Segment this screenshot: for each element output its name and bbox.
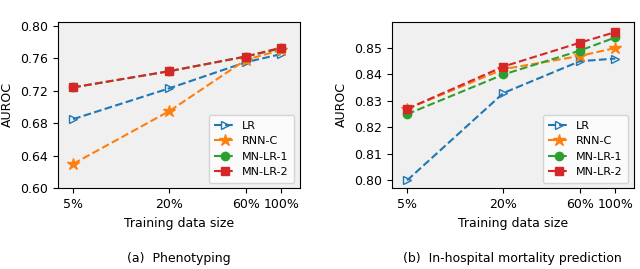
LR xyxy=(242,61,250,64)
LR xyxy=(166,87,173,90)
Y-axis label: AUROC: AUROC xyxy=(335,82,348,128)
RNN-C xyxy=(69,162,77,165)
MN-LR-2 xyxy=(166,69,173,73)
Legend: LR, RNN-C, MN-LR-1, MN-LR-2: LR, RNN-C, MN-LR-1, MN-LR-2 xyxy=(209,115,294,183)
LR xyxy=(500,91,508,95)
RNN-C xyxy=(403,107,411,111)
MN-LR-2 xyxy=(278,46,285,49)
Line: MN-LR-1: MN-LR-1 xyxy=(69,44,285,91)
Line: RNN-C: RNN-C xyxy=(401,42,621,115)
RNN-C xyxy=(166,109,173,113)
LR xyxy=(576,60,584,63)
Y-axis label: AUROC: AUROC xyxy=(1,82,14,128)
RNN-C xyxy=(500,68,508,71)
Text: (b)  In-hospital mortality prediction: (b) In-hospital mortality prediction xyxy=(403,252,622,265)
Line: MN-LR-2: MN-LR-2 xyxy=(403,28,620,113)
MN-LR-1 xyxy=(166,69,173,73)
X-axis label: Training data size: Training data size xyxy=(124,217,234,229)
Line: MN-LR-2: MN-LR-2 xyxy=(69,43,285,91)
Text: (a)  Phenotyping: (a) Phenotyping xyxy=(127,252,230,265)
MN-LR-1 xyxy=(576,49,584,52)
MN-LR-1 xyxy=(278,47,285,50)
Line: LR: LR xyxy=(403,54,620,185)
Line: LR: LR xyxy=(69,50,285,123)
X-axis label: Training data size: Training data size xyxy=(458,217,568,229)
MN-LR-1 xyxy=(242,55,250,58)
RNN-C xyxy=(242,58,250,61)
RNN-C xyxy=(576,54,584,58)
MN-LR-1 xyxy=(403,112,411,116)
MN-LR-1 xyxy=(500,73,508,76)
LR xyxy=(612,57,620,60)
MN-LR-1 xyxy=(612,36,620,39)
MN-LR-2 xyxy=(403,107,411,111)
LR xyxy=(278,52,285,56)
RNN-C xyxy=(278,48,285,52)
MN-LR-2 xyxy=(500,65,508,68)
LR xyxy=(403,179,411,182)
RNN-C xyxy=(612,46,620,49)
MN-LR-2 xyxy=(612,30,620,34)
MN-LR-1 xyxy=(69,86,77,89)
MN-LR-2 xyxy=(576,41,584,44)
Line: MN-LR-1: MN-LR-1 xyxy=(403,33,620,118)
Line: RNN-C: RNN-C xyxy=(67,44,287,170)
LR xyxy=(69,118,77,121)
Legend: LR, RNN-C, MN-LR-1, MN-LR-2: LR, RNN-C, MN-LR-1, MN-LR-2 xyxy=(543,115,628,183)
MN-LR-2 xyxy=(69,86,77,89)
MN-LR-2 xyxy=(242,55,250,58)
